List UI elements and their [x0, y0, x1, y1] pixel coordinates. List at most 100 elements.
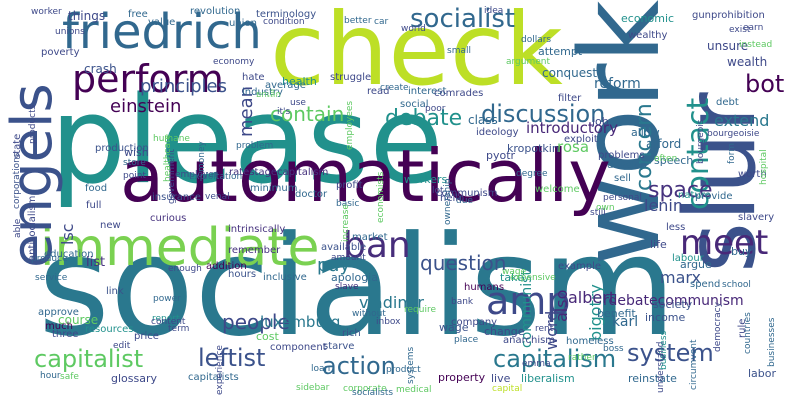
cloud-word: poverty — [41, 47, 80, 58]
cloud-word: business — [659, 330, 669, 370]
cloud-word: earn — [743, 23, 764, 33]
cloud-word: course — [58, 313, 99, 327]
cloud-word: doctor — [295, 189, 328, 200]
cloud-word: exploitation — [189, 172, 243, 182]
cloud-word: worker — [31, 7, 62, 17]
cloud-word: much — [45, 321, 73, 332]
cloud-word: increase — [341, 203, 351, 242]
cloud-word: reform — [594, 76, 641, 92]
cloud-word: social — [400, 99, 429, 110]
cloud-word: expensive — [510, 273, 556, 283]
cloud-word: problem — [236, 141, 274, 151]
cloud-word: degree — [516, 169, 548, 179]
cloud-word: edit — [113, 341, 131, 351]
cloud-word: check — [270, 0, 563, 108]
cloud-word: hours — [228, 269, 257, 280]
cloud-word: money — [197, 141, 207, 172]
cloud-word: attempt — [538, 45, 583, 58]
cloud-word: bourgeois — [696, 119, 706, 165]
cloud-word: einstein — [110, 96, 182, 117]
cloud-word: company — [451, 317, 498, 328]
cloud-word: homeless — [566, 336, 614, 347]
cloud-word: afford — [646, 137, 682, 151]
cloud-word: sell — [614, 173, 631, 184]
cloud-word: list — [86, 255, 106, 270]
cloud-word: produce — [31, 254, 68, 264]
cloud-word: nature — [678, 190, 711, 201]
cloud-word: argue — [680, 258, 712, 271]
cloud-word: capital — [492, 384, 523, 394]
cloud-word: filter — [558, 93, 582, 104]
cloud-word: employees — [345, 101, 355, 151]
cloud-word: extend — [714, 111, 770, 130]
cloud-word: food — [85, 183, 108, 194]
cloud-word: exist — [729, 25, 751, 35]
cloud-word: instead — [739, 40, 773, 50]
cloud-word: personal — [603, 193, 642, 203]
cloud-word: profit — [336, 180, 363, 191]
cloud-word: antisocialism — [27, 195, 38, 261]
cloud-word: class — [468, 113, 498, 127]
cloud-word: remember — [228, 245, 281, 256]
cloud-word: slavery — [738, 212, 775, 223]
cloud-word: emma — [522, 359, 551, 369]
cloud-word: please — [50, 72, 444, 211]
cloud-word: use — [290, 98, 306, 108]
cloud-word: still — [590, 208, 606, 218]
cloud-word: speech — [654, 154, 694, 167]
cloud-word: revolution — [190, 6, 241, 17]
cloud-word: without — [352, 309, 386, 319]
cloud-word: debt — [716, 97, 739, 108]
cloud-word: humane — [153, 134, 190, 144]
cloud-word: employer — [175, 170, 218, 180]
cloud-word: condition — [263, 17, 305, 27]
cloud-word: value — [148, 17, 176, 28]
cloud-word: exploit — [564, 134, 598, 145]
cloud-word: glossary — [111, 372, 158, 385]
cloud-word: available — [321, 242, 367, 253]
cloud-word: basic — [336, 199, 360, 209]
cloud-word: place — [454, 335, 479, 345]
cloud-word: question — [420, 251, 507, 275]
cloud-word: reinstate — [628, 372, 677, 385]
cloud-word: capitalism — [493, 345, 617, 373]
cloud-word: medical — [396, 385, 432, 395]
cloud-word: albert — [568, 288, 616, 307]
cloud-word: products — [28, 104, 38, 144]
cloud-word: circumvent — [689, 339, 699, 390]
cloud-word: unsure — [707, 39, 749, 53]
cloud-word: small — [447, 46, 471, 56]
cloud-word: price — [134, 331, 159, 342]
cloud-word: boss — [603, 344, 624, 354]
cloud-word: benefit — [597, 307, 636, 320]
cloud-word: create — [380, 83, 409, 93]
cloud-word: starve — [323, 341, 355, 352]
cloud-word: experience — [215, 344, 225, 395]
cloud-word: worth — [738, 169, 767, 180]
cloud-word: terminology — [256, 9, 317, 20]
cloud-word: develop — [607, 160, 647, 171]
cloud-word: change — [484, 325, 525, 338]
cloud-word: marx — [660, 268, 702, 287]
cloud-word: health — [282, 75, 317, 88]
cloud-word: bourgeoisie — [707, 129, 760, 139]
cloud-word: approve — [38, 307, 79, 318]
cloud-word: live — [491, 372, 511, 385]
cloud-word: argument — [506, 57, 551, 67]
cloud-word: system — [627, 339, 714, 367]
cloud-word: insurance — [152, 192, 201, 203]
cloud-word: things — [68, 9, 106, 23]
cloud-word: school — [722, 280, 751, 290]
cloud-word: own — [596, 203, 615, 213]
cloud-word: discussion — [481, 100, 606, 128]
cloud-word: society — [653, 298, 693, 311]
cloud-word: better — [344, 16, 372, 26]
cloud-word: idea — [484, 6, 504, 16]
cloud-word: action — [322, 352, 396, 380]
cloud-word: hospital — [759, 148, 769, 185]
cloud-word: businesses — [767, 317, 777, 367]
cloud-word: rdebatecommunism — [603, 293, 744, 309]
cloud-word: ratestagecapitalism — [229, 167, 329, 178]
cloud-word: humans — [464, 282, 505, 293]
